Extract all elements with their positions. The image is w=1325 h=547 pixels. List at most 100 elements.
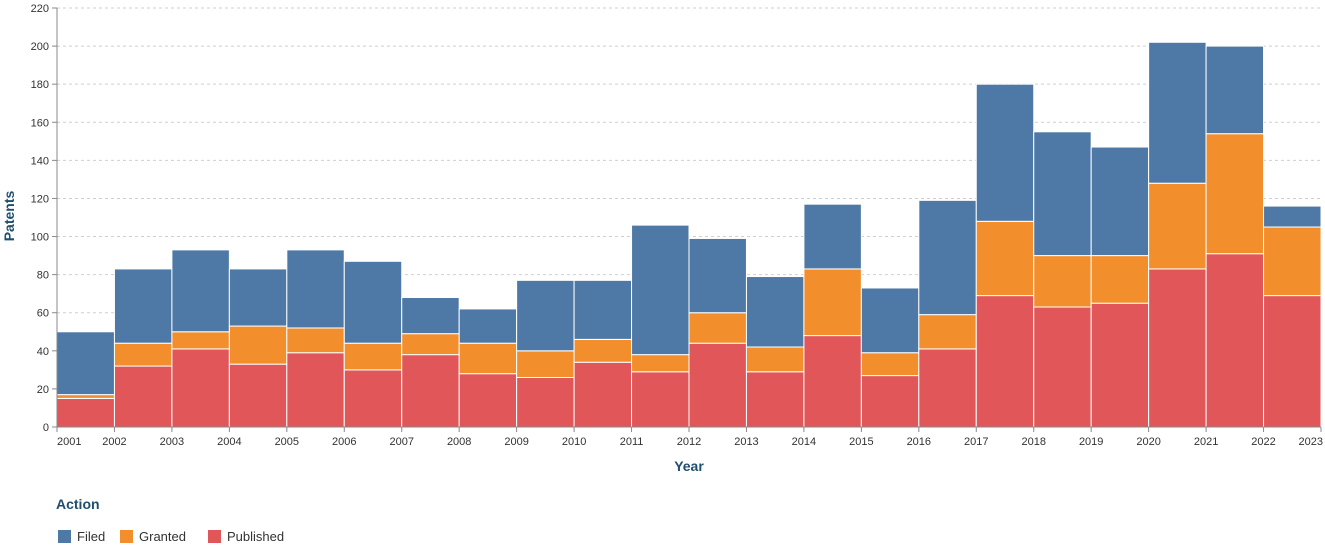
bar-published-2003[interactable] <box>171 348 230 428</box>
y-tick-labels: 0 20 40 60 80 100 120 140 160 180 200 220 <box>31 3 49 434</box>
bar-published-2016[interactable] <box>918 348 977 428</box>
x-tick-label: 2015 <box>849 436 873 448</box>
x-tick-label: 2013 <box>734 436 758 448</box>
bar-filed-2004[interactable] <box>228 268 288 327</box>
x-tick-label: 2017 <box>964 436 988 448</box>
bar-filed-2009[interactable] <box>516 279 575 352</box>
y-tick-label: 200 <box>31 41 49 53</box>
y-tick-label: 180 <box>31 79 49 91</box>
bar-published-2018[interactable] <box>1033 306 1092 428</box>
bar-published-2007[interactable] <box>401 354 460 428</box>
x-tick-label: 2021 <box>1194 436 1218 448</box>
legend-title: Action <box>56 496 100 512</box>
bar-published-2009[interactable] <box>516 376 575 428</box>
y-tick-label: 140 <box>31 155 49 167</box>
bar-filed-2022[interactable] <box>1263 205 1322 228</box>
x-axis-title: Year <box>674 458 704 474</box>
bar-granted-2007[interactable] <box>401 333 460 356</box>
legend-item-published[interactable]: Published <box>208 529 284 544</box>
x-tick-label: 2016 <box>907 436 931 448</box>
bar-filed-2005[interactable] <box>286 249 345 329</box>
y-tick-label: 0 <box>43 422 49 434</box>
bar-granted-2004[interactable] <box>228 325 288 365</box>
bar-published-2012[interactable] <box>688 342 747 428</box>
bar-published-2002[interactable] <box>113 365 173 428</box>
bar-filed-2018[interactable] <box>1033 131 1092 257</box>
bar-published-2006[interactable] <box>343 369 403 428</box>
bar-filed-2008[interactable] <box>458 308 518 344</box>
bar-published-2013[interactable] <box>745 371 805 428</box>
bar-granted-2002[interactable] <box>113 342 173 367</box>
y-tick-label: 160 <box>31 117 49 129</box>
bar-published-2008[interactable] <box>458 373 518 428</box>
bar-granted-2010[interactable] <box>573 338 633 363</box>
bar-filed-2020[interactable] <box>1148 41 1207 184</box>
x-tick-label: 2005 <box>275 436 299 448</box>
bar-filed-2007[interactable] <box>401 296 460 335</box>
bar-granted-2015[interactable] <box>860 352 920 377</box>
bar-granted-2001[interactable] <box>56 394 115 399</box>
bar-filed-2016[interactable] <box>918 199 977 316</box>
legend-item-granted[interactable]: Granted <box>120 529 186 544</box>
bar-granted-2008[interactable] <box>458 342 518 375</box>
bar-granted-2020[interactable] <box>1148 182 1207 270</box>
bar-filed-2019[interactable] <box>1090 146 1150 257</box>
bar-published-2010[interactable] <box>573 361 633 428</box>
bar-granted-2019[interactable] <box>1090 255 1150 304</box>
bar-granted-2011[interactable] <box>631 354 690 373</box>
bar-granted-2022[interactable] <box>1263 226 1322 297</box>
x-tick-label: 2022 <box>1251 436 1275 448</box>
y-tick-label: 40 <box>37 346 49 358</box>
bar-published-2020[interactable] <box>1148 268 1207 428</box>
bar-published-2021[interactable] <box>1205 253 1265 428</box>
legend: Action Filed Granted Published <box>56 496 284 544</box>
bar-published-2015[interactable] <box>860 375 920 428</box>
bar-filed-2021[interactable] <box>1205 45 1265 135</box>
bar-granted-2018[interactable] <box>1033 255 1092 308</box>
bar-published-2019[interactable] <box>1090 302 1150 428</box>
bar-published-2005[interactable] <box>286 352 345 428</box>
bar-filed-2017[interactable] <box>975 83 1035 222</box>
bar-granted-2005[interactable] <box>286 327 345 354</box>
x-tick-label: 2012 <box>677 436 701 448</box>
bar-filed-2014[interactable] <box>803 203 862 270</box>
bar-published-2001[interactable] <box>56 397 115 428</box>
bar-filed-2012[interactable] <box>688 237 747 314</box>
bar-filed-2011[interactable] <box>631 224 690 356</box>
bar-filed-2001[interactable] <box>56 331 115 396</box>
x-tick-label: 2010 <box>562 436 586 448</box>
bar-granted-2006[interactable] <box>343 342 403 371</box>
bar-granted-2017[interactable] <box>975 220 1035 297</box>
bar-granted-2014[interactable] <box>803 268 862 337</box>
x-tick-label: 2019 <box>1079 436 1103 448</box>
x-tick-label: 2009 <box>504 436 528 448</box>
bar-filed-2015[interactable] <box>860 287 920 354</box>
bar-granted-2003[interactable] <box>171 331 230 350</box>
bar-filed-2006[interactable] <box>343 260 403 344</box>
x-tick-label: 2002 <box>102 436 126 448</box>
bar-published-2014[interactable] <box>803 335 862 428</box>
bar-published-2011[interactable] <box>631 371 690 428</box>
bar-filed-2010[interactable] <box>573 279 633 340</box>
x-tick-label: 2001 <box>57 436 81 448</box>
bar-granted-2012[interactable] <box>688 312 747 344</box>
legend-swatch-published <box>208 530 221 543</box>
bar-published-2022[interactable] <box>1263 295 1322 428</box>
legend-swatch-granted <box>120 530 133 543</box>
bar-granted-2016[interactable] <box>918 314 977 350</box>
bar-published-2004[interactable] <box>228 363 288 428</box>
bar-granted-2021[interactable] <box>1205 133 1265 255</box>
legend-item-filed[interactable]: Filed <box>58 529 105 544</box>
x-tick-label: 2004 <box>217 436 241 448</box>
bar-filed-2003[interactable] <box>171 249 230 333</box>
bar-published-2017[interactable] <box>975 295 1035 428</box>
x-tick-label: 2006 <box>332 436 356 448</box>
bar-filed-2013[interactable] <box>745 276 805 348</box>
x-tick-label: 2003 <box>160 436 184 448</box>
bar-filed-2002[interactable] <box>113 268 173 344</box>
bar-granted-2009[interactable] <box>516 350 575 378</box>
bar-granted-2013[interactable] <box>745 346 805 373</box>
bars <box>56 41 1322 428</box>
